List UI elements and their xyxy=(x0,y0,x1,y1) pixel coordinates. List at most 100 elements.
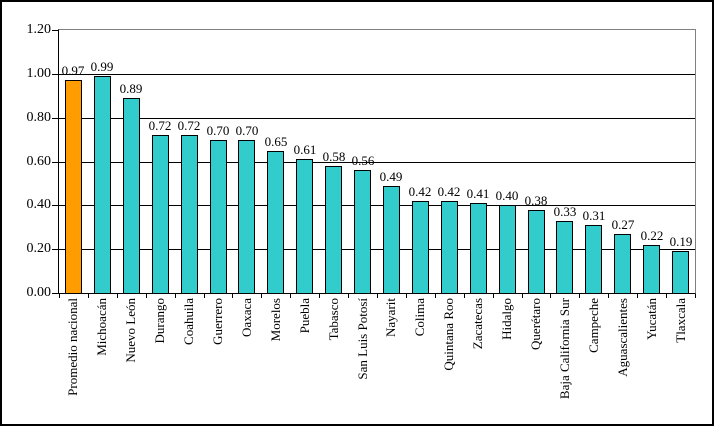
data-label: 0.72 xyxy=(148,118,172,133)
gridline xyxy=(59,205,695,206)
x-tick-mark xyxy=(435,294,436,298)
bar-oaxaca xyxy=(238,140,255,293)
data-label: 0.56 xyxy=(351,153,375,168)
bar-nayarit xyxy=(383,186,400,293)
bar-durango xyxy=(152,135,169,293)
x-tick-mark xyxy=(695,294,696,298)
y-tick-mark xyxy=(52,30,58,31)
y-tick-mark xyxy=(52,293,58,294)
gridline xyxy=(59,249,695,250)
data-label: 0.49 xyxy=(379,169,403,184)
x-tick-mark xyxy=(493,294,494,298)
x-tick-mark xyxy=(637,294,638,298)
x-axis-label: Hidalgo xyxy=(499,298,514,340)
bar-tlaxcala xyxy=(672,251,689,293)
x-axis-label: Zacatecas xyxy=(470,298,485,350)
x-axis-label: Guerrero xyxy=(210,298,225,345)
x-axis-label: Promedio nacional xyxy=(65,298,80,396)
y-tick-mark xyxy=(52,118,58,119)
x-tick-mark xyxy=(175,294,176,298)
bar-puebla xyxy=(296,159,313,293)
x-tick-mark xyxy=(522,294,523,298)
x-tick-mark xyxy=(117,294,118,298)
gridline xyxy=(59,74,695,75)
bar-guerrero xyxy=(210,140,227,293)
data-label: 0.61 xyxy=(293,142,317,157)
y-tick-label: 0.80 xyxy=(26,110,52,125)
x-axis-label: Nayarit xyxy=(383,298,398,337)
x-tick-mark xyxy=(550,294,551,298)
bar-querétaro xyxy=(528,210,545,293)
x-tick-mark xyxy=(59,294,60,298)
x-axis-label: Colima xyxy=(412,298,427,337)
y-tick-label: 1.00 xyxy=(26,66,52,81)
x-axis-label: Morelos xyxy=(268,298,283,342)
x-axis-label: Aguascalientes xyxy=(615,298,630,377)
gridline xyxy=(59,162,695,163)
data-label: 0.42 xyxy=(408,184,432,199)
y-tick-label: 0.20 xyxy=(26,241,52,256)
bar-yucatán xyxy=(643,245,660,293)
x-axis-label: Tabasco xyxy=(326,298,341,341)
bar-aguascalientes xyxy=(614,234,631,293)
bar-campeche xyxy=(585,225,602,293)
x-tick-mark xyxy=(406,294,407,298)
x-axis-label: Campeche xyxy=(586,298,601,353)
y-tick-label: 0.60 xyxy=(26,154,52,169)
y-tick-label: 0.40 xyxy=(26,197,52,212)
data-label: 0.42 xyxy=(437,184,461,199)
x-axis-label: Puebla xyxy=(297,298,312,334)
gridline xyxy=(59,118,695,119)
data-label: 0.19 xyxy=(669,234,693,249)
x-axis-label: Baja California Sur xyxy=(557,298,572,400)
data-label: 0.38 xyxy=(524,193,548,208)
bar-coahuila xyxy=(181,135,198,293)
bar-nuevo-león xyxy=(123,98,140,293)
x-tick-mark xyxy=(232,294,233,298)
x-axis-label: Nuevo León xyxy=(123,298,138,363)
bar-baja-california-sur xyxy=(556,221,573,293)
x-tick-mark xyxy=(319,294,320,298)
bar-morelos xyxy=(267,151,284,293)
x-tick-mark xyxy=(579,294,580,298)
bar-tabasco xyxy=(325,166,342,293)
bar-colima xyxy=(412,201,429,293)
data-label: 0.65 xyxy=(264,134,288,149)
data-label: 0.40 xyxy=(495,188,519,203)
data-label: 0.41 xyxy=(466,186,490,201)
x-axis-label: Oaxaca xyxy=(239,298,254,337)
x-tick-mark xyxy=(608,294,609,298)
x-tick-mark xyxy=(464,294,465,298)
x-axis-label: Coahuila xyxy=(181,298,196,345)
bar-san-luis-potosí xyxy=(354,170,371,293)
x-tick-mark xyxy=(88,294,89,298)
data-label: 0.72 xyxy=(177,118,201,133)
data-label: 0.27 xyxy=(611,217,635,232)
x-axis-label: San Luis Potosí xyxy=(355,298,370,380)
data-label: 0.33 xyxy=(553,204,577,219)
y-tick-label: 0.00 xyxy=(26,285,52,300)
y-tick-label: 1.20 xyxy=(26,22,52,37)
x-tick-mark xyxy=(204,294,205,298)
bar-promedio-nacional xyxy=(65,80,82,293)
y-tick-mark xyxy=(52,205,58,206)
y-tick-mark xyxy=(52,74,58,75)
y-tick-mark xyxy=(52,249,58,250)
data-label: 0.70 xyxy=(235,123,259,138)
x-tick-mark xyxy=(146,294,147,298)
x-axis-label: Durango xyxy=(152,298,167,344)
data-label: 0.99 xyxy=(90,59,114,74)
x-tick-mark xyxy=(290,294,291,298)
x-tick-mark xyxy=(377,294,378,298)
x-axis-label: Querétaro xyxy=(528,298,543,350)
data-label: 0.97 xyxy=(61,63,85,78)
bar-michoacán xyxy=(94,76,111,293)
data-label: 0.22 xyxy=(640,228,664,243)
x-tick-mark xyxy=(348,294,349,298)
x-axis-label: Quintana Roo xyxy=(441,298,456,371)
bar-hidalgo xyxy=(499,205,516,293)
data-label: 0.31 xyxy=(582,208,606,223)
data-label: 0.89 xyxy=(119,81,143,96)
x-tick-mark xyxy=(261,294,262,298)
